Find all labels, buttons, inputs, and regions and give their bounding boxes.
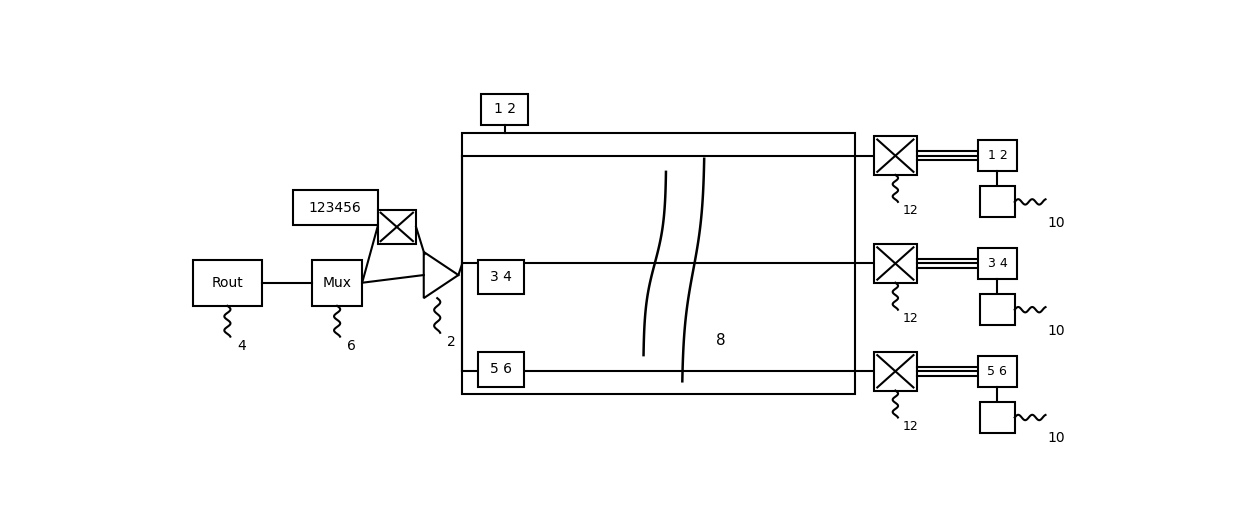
Bar [377,209,417,244]
Bar [481,94,528,125]
Text: Rout: Rout [212,276,243,290]
Text: Mux: Mux [322,276,352,290]
Bar [463,132,854,394]
Bar [980,187,1014,217]
Bar [978,356,1017,387]
Text: 6: 6 [347,339,356,353]
Text: 3 4: 3 4 [490,270,512,284]
Bar [980,402,1014,433]
Text: 12: 12 [903,312,919,325]
Bar [980,294,1014,325]
Bar [477,259,523,294]
Text: 5 6: 5 6 [987,365,1007,378]
Text: 1 2: 1 2 [494,103,516,117]
Bar [874,137,916,175]
Text: 1 2: 1 2 [987,149,1007,162]
Text: 2: 2 [448,335,456,349]
Bar [874,244,916,283]
Text: 10: 10 [1048,431,1065,445]
Text: 10: 10 [1048,216,1065,230]
Text: 8: 8 [717,333,725,348]
Polygon shape [424,252,459,298]
Bar [477,352,523,387]
Bar [192,259,262,306]
Text: 12: 12 [903,204,919,217]
Text: 5 6: 5 6 [490,363,512,376]
Bar [293,190,377,225]
Bar [874,352,916,391]
Text: 12: 12 [903,420,919,433]
Text: 4: 4 [237,339,247,353]
Bar [978,140,1017,171]
Text: 3 4: 3 4 [987,257,1007,270]
Bar [978,248,1017,279]
Bar [312,259,362,306]
Text: 123456: 123456 [309,201,362,215]
Text: 10: 10 [1048,324,1065,338]
